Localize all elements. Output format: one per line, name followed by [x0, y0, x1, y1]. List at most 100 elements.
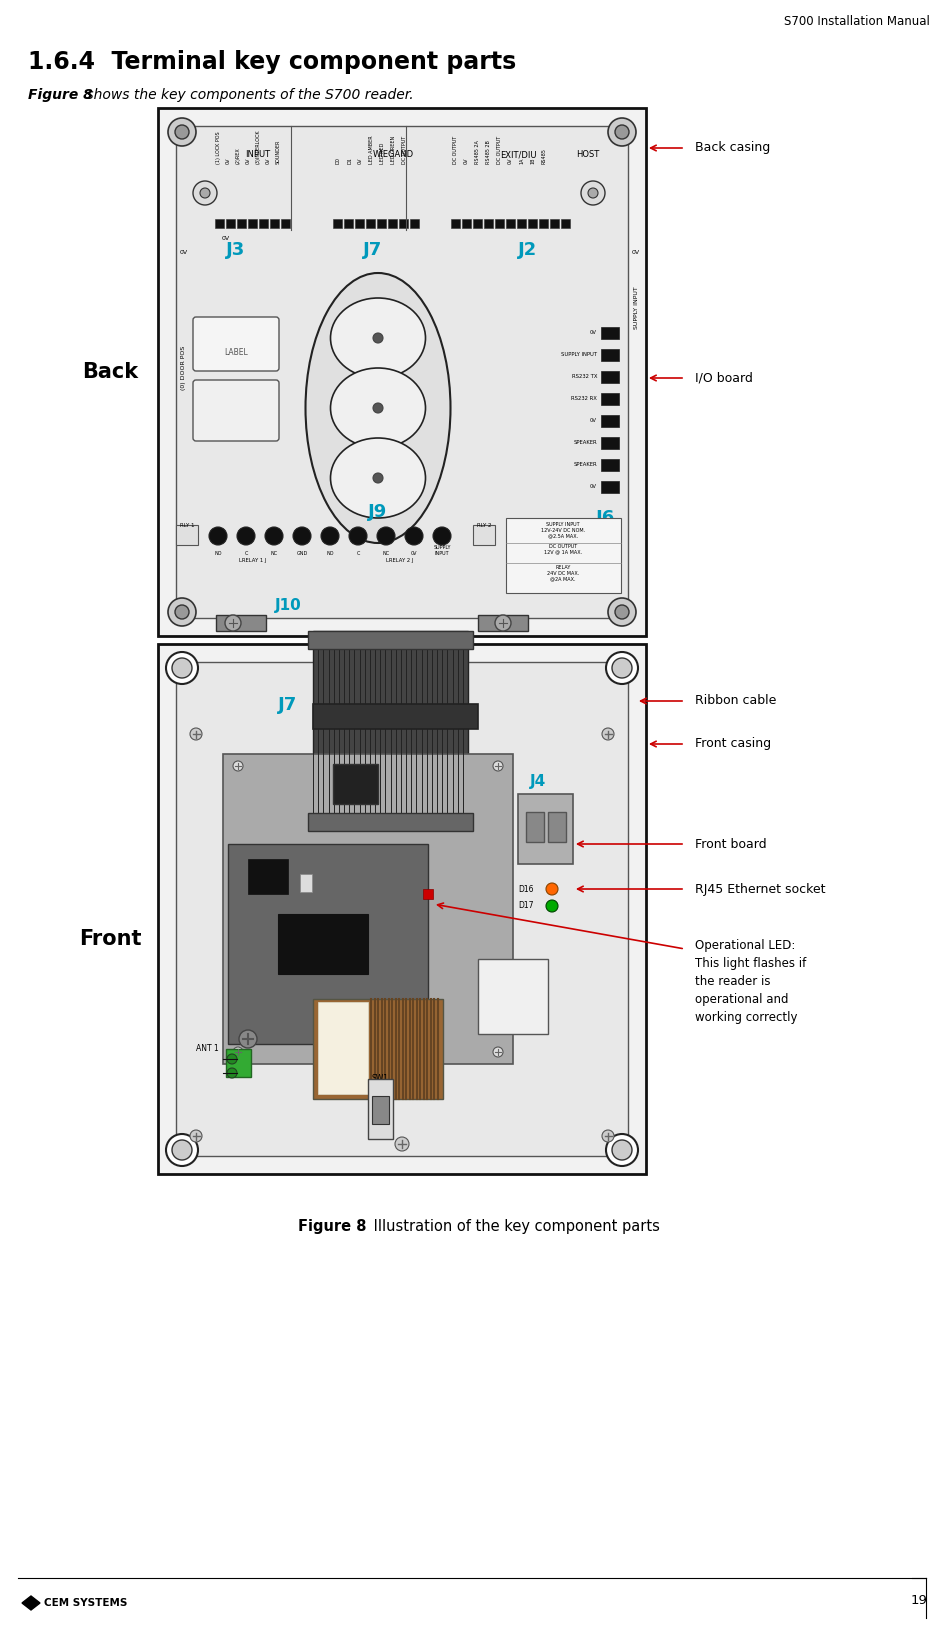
Circle shape [175, 125, 189, 140]
Text: D0: D0 [336, 158, 341, 164]
Circle shape [433, 526, 451, 544]
Text: HOST: HOST [577, 150, 599, 159]
Circle shape [373, 403, 383, 413]
Text: RS232 TX: RS232 TX [571, 374, 597, 380]
Text: 0V: 0V [222, 236, 230, 240]
Bar [308, 812, 473, 830]
Bar [601, 437, 619, 448]
Text: DC OUTPUT: DC OUTPUT [453, 136, 458, 164]
Text: (3)INTERLOCK: (3)INTERLOCK [256, 130, 261, 164]
Text: Figure 8: Figure 8 [298, 1219, 367, 1233]
Text: 0V: 0V [266, 158, 271, 164]
Text: 0V: 0V [180, 250, 188, 255]
Bar [399, 219, 408, 228]
Bar [601, 481, 619, 492]
Text: INPUT: INPUT [245, 150, 271, 159]
Text: 0V: 0V [464, 158, 469, 164]
Circle shape [615, 604, 629, 619]
Bar [368, 1079, 393, 1139]
Bar [517, 219, 526, 228]
Text: 1.6.4  Terminal key component parts: 1.6.4 Terminal key component parts [28, 50, 516, 75]
Bar [333, 219, 342, 228]
Text: J4: J4 [530, 774, 547, 790]
Text: NO: NO [327, 551, 334, 556]
Bar [478, 614, 528, 630]
Text: D1: D1 [347, 158, 352, 164]
Text: RLY 1: RLY 1 [179, 523, 194, 528]
Text: LRELAY 2 J: LRELAY 2 J [386, 557, 413, 562]
Text: D17: D17 [518, 902, 533, 910]
Circle shape [166, 652, 198, 684]
Circle shape [546, 882, 558, 895]
Ellipse shape [330, 367, 426, 448]
Bar [344, 219, 353, 228]
Circle shape [293, 526, 311, 544]
Text: Illustration of the key component parts: Illustration of the key component parts [369, 1219, 660, 1233]
Text: ANT 1: ANT 1 [196, 1043, 219, 1053]
Circle shape [227, 1055, 237, 1064]
Circle shape [233, 1046, 243, 1056]
Bar [237, 219, 246, 228]
Bar [176, 525, 198, 544]
Bar [478, 959, 548, 1034]
Bar [355, 219, 364, 228]
Text: DC OUTPUT: DC OUTPUT [402, 136, 407, 164]
Text: J7: J7 [363, 240, 382, 258]
Circle shape [190, 1129, 202, 1142]
Text: Back casing: Back casing [695, 141, 770, 154]
Circle shape [493, 1046, 503, 1056]
FancyBboxPatch shape [193, 380, 279, 440]
Text: 0V: 0V [632, 250, 640, 255]
Text: SPEAKER: SPEAKER [573, 463, 597, 468]
Text: Operational LED:
This light flashes if
the reader is
operational and
working cor: Operational LED: This light flashes if t… [695, 939, 806, 1024]
Bar [410, 219, 419, 228]
Text: J6: J6 [597, 509, 615, 526]
Bar [158, 644, 646, 1173]
Circle shape [608, 598, 636, 626]
Text: J7: J7 [278, 696, 297, 713]
Bar [366, 219, 375, 228]
Bar [388, 219, 397, 228]
Bar [377, 219, 386, 228]
Text: LED AMBER: LED AMBER [369, 135, 374, 164]
Bar [226, 219, 235, 228]
Bar [158, 107, 646, 635]
Circle shape [546, 900, 558, 912]
Bar [561, 219, 570, 228]
Bar [333, 764, 378, 804]
Text: LED RED: LED RED [380, 143, 385, 164]
Text: RS485 2B: RS485 2B [486, 140, 491, 164]
Text: SUPPLY INPUT: SUPPLY INPUT [633, 286, 638, 330]
Text: Ribbon cable: Ribbon cable [695, 694, 776, 707]
Circle shape [166, 1134, 198, 1167]
Circle shape [615, 125, 629, 140]
Circle shape [395, 1138, 409, 1150]
Bar [313, 630, 468, 826]
Text: RLY 2: RLY 2 [477, 523, 491, 528]
Bar [548, 812, 566, 842]
Bar [223, 754, 513, 1064]
Bar [462, 219, 471, 228]
Bar [248, 219, 257, 228]
Circle shape [265, 526, 283, 544]
Bar [281, 219, 290, 228]
Text: J2: J2 [518, 240, 538, 258]
Text: LED GREEN: LED GREEN [391, 136, 396, 164]
Circle shape [321, 526, 339, 544]
Text: SW1: SW1 [372, 1074, 389, 1082]
Bar [451, 219, 460, 228]
Bar [601, 414, 619, 427]
Circle shape [606, 1134, 638, 1167]
Bar [278, 913, 368, 973]
Bar [601, 327, 619, 340]
Text: SUPPLY INPUT
12V-24V DC NOM.
@2.5A MAX.: SUPPLY INPUT 12V-24V DC NOM. @2.5A MAX. [541, 522, 585, 538]
Circle shape [608, 119, 636, 146]
Circle shape [602, 1129, 614, 1142]
Circle shape [377, 526, 395, 544]
Text: Figure 8: Figure 8 [28, 88, 93, 102]
Bar [506, 518, 621, 593]
Text: RELAY
24V DC MAX.
@2A MAX.: RELAY 24V DC MAX. @2A MAX. [547, 566, 579, 582]
Circle shape [495, 614, 511, 630]
Text: 0V: 0V [590, 484, 597, 489]
Circle shape [190, 728, 202, 739]
